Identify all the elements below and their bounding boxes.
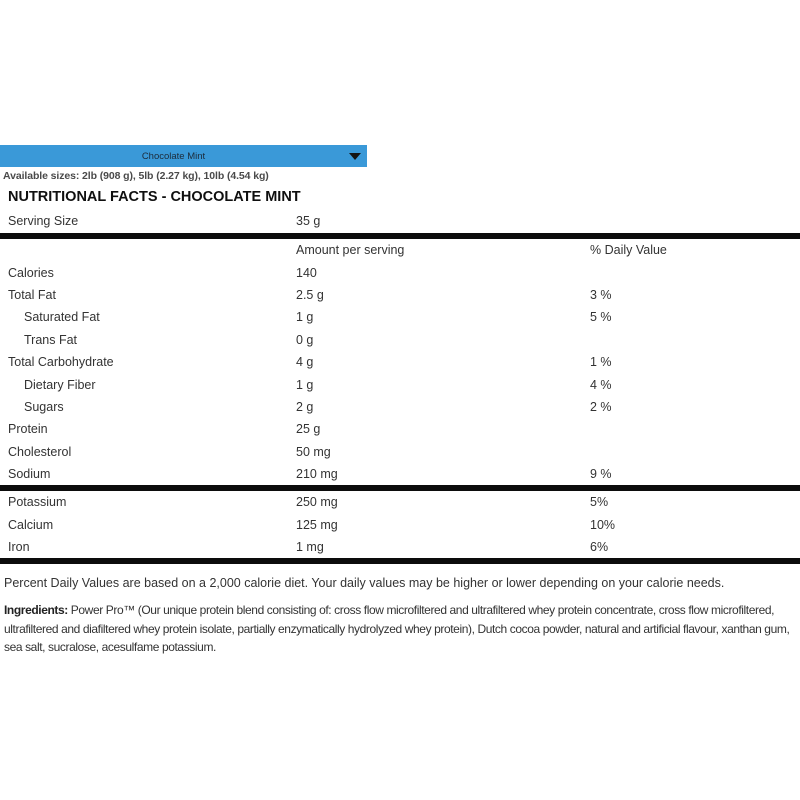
available-sizes-text: Available sizes: 2lb (908 g), 5lb (2.27 …: [3, 170, 269, 182]
table-row-iron: Iron 1 mg 6%: [8, 540, 609, 555]
table-row-trans-fat: Trans Fat 0 g: [24, 332, 314, 347]
table-row-sugars: Sugars 2 g 2 %: [24, 399, 612, 414]
table-header-row: Amount per serving % Daily Value: [0, 239, 800, 261]
table-row-cholesterol: Cholesterol 50 mg: [8, 444, 331, 459]
table-row-calories: Calories 140: [8, 265, 317, 280]
divider-thick-top: [0, 233, 800, 239]
table-row-calcium: Calcium 125 mg 10%: [8, 517, 616, 532]
nutrition-facts-panel: Available sizes: 2lb (908 g), 5lb (2.27 …: [0, 170, 800, 657]
table-row-potassium: Potassium 250 mg 5%: [8, 495, 609, 510]
divider-thick-bottom: [0, 558, 800, 565]
page-title: NUTRITIONAL FACTS - CHOCOLATE MINT: [8, 189, 301, 205]
ingredients-text: Power Pro™ (Our unique protein blend con…: [4, 603, 790, 655]
col-amount-header: Amount per serving: [296, 243, 405, 258]
table-row-saturated-fat: Saturated Fat 1 g 5 %: [24, 310, 612, 325]
chevron-down-icon[interactable]: [343, 152, 367, 160]
divider-thick-middle: [0, 485, 800, 492]
table-row-total-fat: Total Fat 2.5 g 3 %: [8, 287, 612, 302]
col-daily-header: % Daily Value: [590, 243, 667, 258]
table-row-protein: Protein 25 g: [8, 422, 321, 437]
serving-size-label: Serving Size: [8, 214, 79, 228]
flavor-selected-value: Chocolate Mint: [141, 150, 206, 162]
serving-size-row: Serving Size 35 g: [0, 209, 800, 233]
flavor-select[interactable]: Chocolate Mint: [0, 145, 367, 167]
ingredients-label: Ingredients:: [4, 603, 68, 618]
table-row-sodium: Sodium 210 mg 9 %: [8, 467, 612, 482]
ingredients-paragraph: Ingredients: Power Pro™ (Our unique prot…: [0, 601, 800, 657]
serving-size-value: 35 g: [296, 214, 321, 228]
table-row-dietary-fiber: Dietary Fiber 1 g 4 %: [24, 377, 612, 392]
table-row-total-carbohydrate: Total Carbohydrate 4 g 1 %: [8, 355, 612, 370]
daily-values-footnote: Percent Daily Values are based on a 2,00…: [4, 576, 725, 591]
